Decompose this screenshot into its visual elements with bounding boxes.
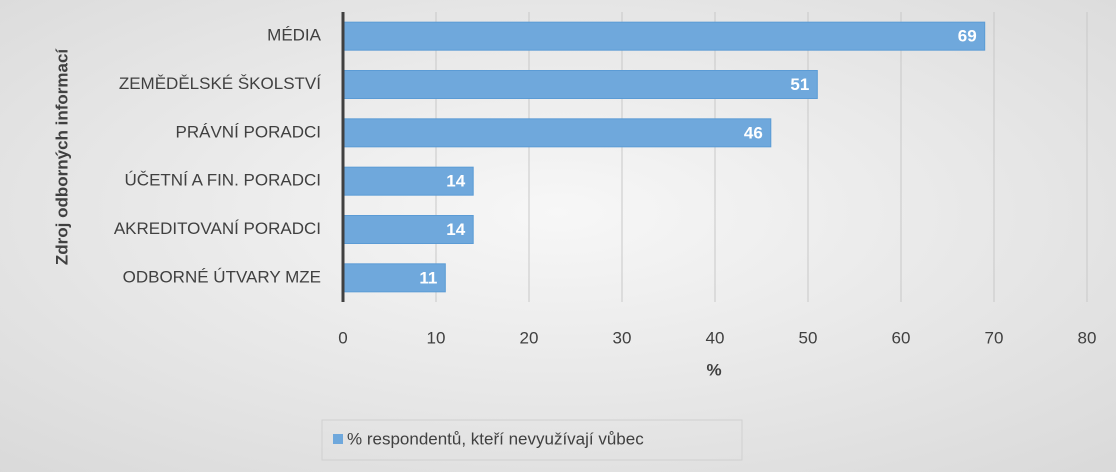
y-tick-label: ODBORNÉ ÚTVARY MZE bbox=[123, 267, 321, 286]
bar bbox=[342, 21, 986, 51]
y-tick-label: MÉDIA bbox=[267, 26, 322, 45]
y-tick-label: PRÁVNÍ PORADCI bbox=[176, 122, 321, 141]
legend-label: % respondentů, kteří nevyužívají vůbec bbox=[347, 429, 644, 448]
data-label: 14 bbox=[446, 220, 465, 239]
x-tick-label: 70 bbox=[985, 328, 1004, 347]
data-label: 46 bbox=[744, 123, 763, 142]
y-axis-label: Zdroj odborných informací bbox=[52, 48, 71, 266]
legend-marker bbox=[333, 434, 343, 444]
x-tick-label: 30 bbox=[613, 328, 632, 347]
bar bbox=[342, 263, 446, 293]
bar bbox=[342, 70, 818, 99]
x-axis-label: % bbox=[706, 360, 721, 379]
bar bbox=[342, 118, 772, 148]
bar bbox=[342, 166, 474, 196]
x-tick-label: 0 bbox=[338, 328, 347, 347]
x-tick-label: 20 bbox=[520, 328, 539, 347]
legend-box bbox=[321, 419, 743, 461]
x-tick-label: 80 bbox=[1078, 328, 1097, 347]
bar bbox=[342, 215, 474, 244]
y-tick-label: AKREDITOVANÍ PORADCI bbox=[114, 219, 321, 238]
data-label: 51 bbox=[790, 75, 809, 94]
x-tick-label: 40 bbox=[706, 328, 725, 347]
y-tick-label: ZEMĚDĚLSKÉ ŠKOLSTVÍ bbox=[119, 74, 321, 93]
data-label: 11 bbox=[419, 268, 437, 287]
data-label: 69 bbox=[958, 27, 977, 46]
x-tick-label: 50 bbox=[799, 328, 818, 347]
x-tick-label: 10 bbox=[427, 328, 446, 347]
y-tick-label: ÚČETNÍ A FIN. PORADCI bbox=[125, 171, 321, 190]
data-label: 14 bbox=[446, 172, 465, 191]
x-tick-label: 60 bbox=[892, 328, 911, 347]
